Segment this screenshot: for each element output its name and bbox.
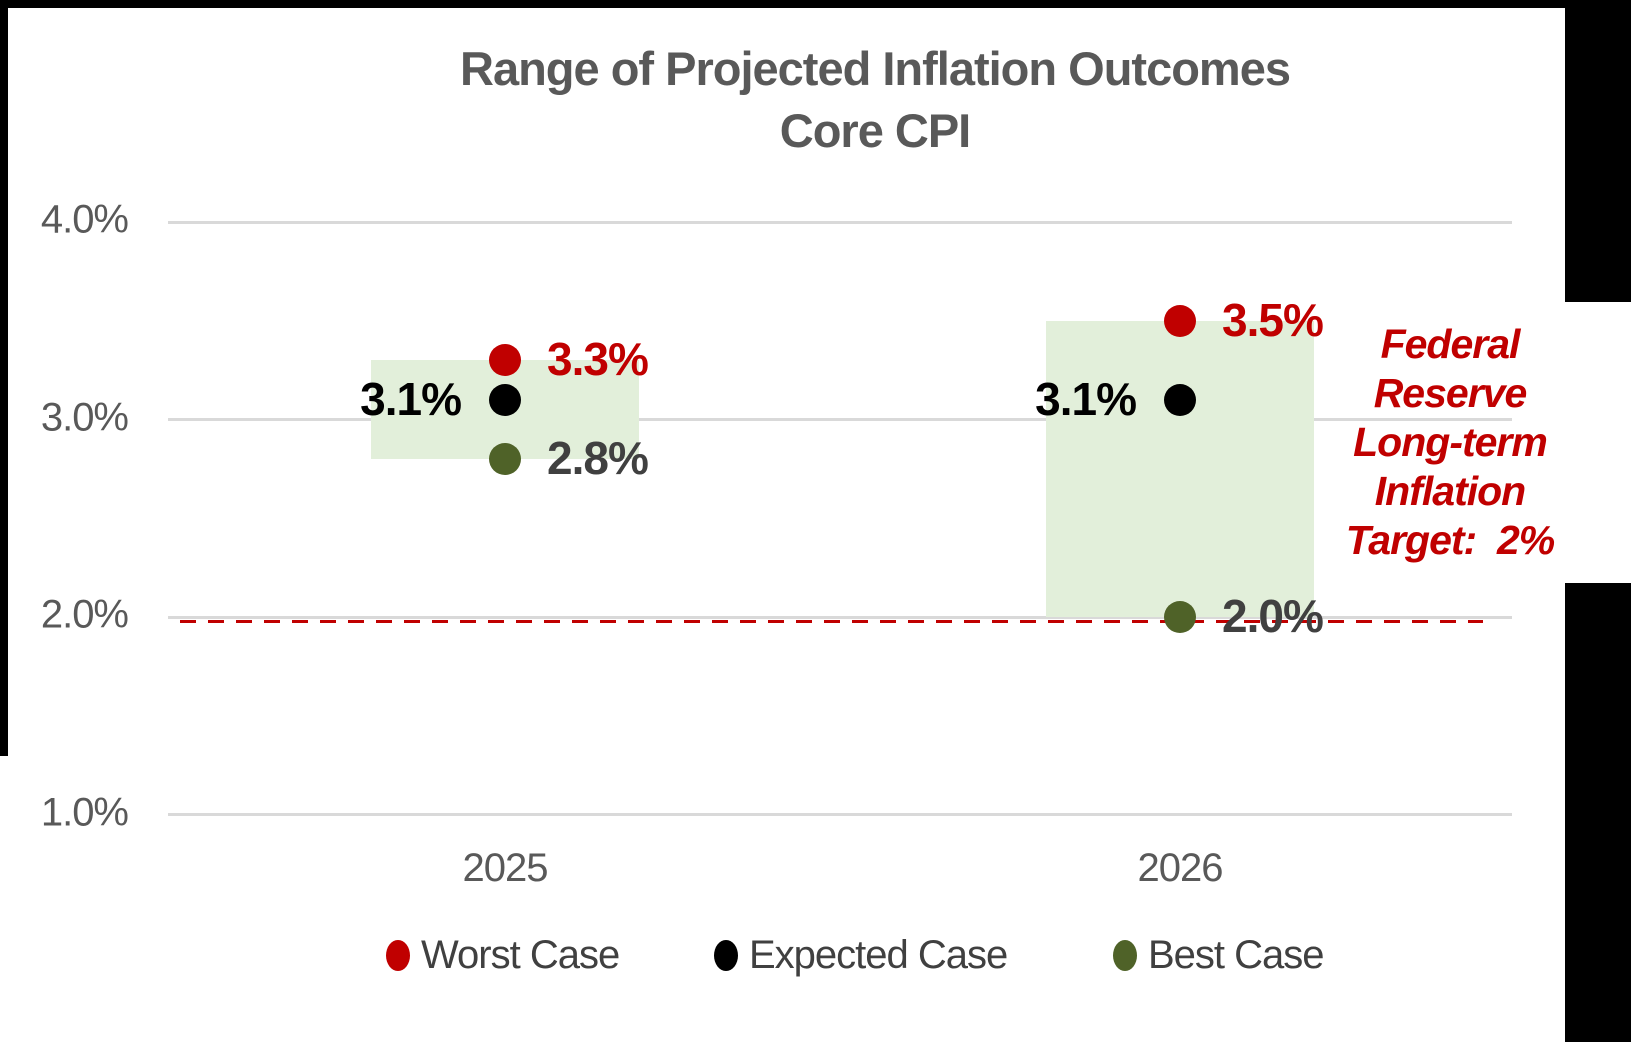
x-axis-label-2026: 2026 <box>1137 846 1224 890</box>
annotation-line: Reserve <box>1373 370 1528 416</box>
chart-subtitle: Core CPI <box>779 104 972 157</box>
legend-label: Best Case <box>1148 933 1325 977</box>
legend-marker-icon <box>714 940 738 971</box>
y-axis-tick-label: 2.0% <box>40 592 129 637</box>
marker-worst-case-2025 <box>489 344 521 377</box>
data-label: 3.1% <box>360 372 462 425</box>
x-axis-label-2025: 2025 <box>462 846 549 890</box>
marker-best-case-2025 <box>489 443 521 475</box>
y-axis-tick-label: 1.0% <box>40 790 129 835</box>
annotation-line: Target: 2% <box>1345 517 1555 563</box>
marker-best-case-2026 <box>1164 601 1196 633</box>
data-label: 2.8% <box>547 431 649 484</box>
legend-item-expected-case: Expected Case <box>714 933 1008 978</box>
data-label: 3.1% <box>1035 372 1137 425</box>
decor-block-bottom-right <box>1565 583 1631 1042</box>
legend-item-best-case: Best Case <box>1113 933 1325 978</box>
marker-expected-case-2025 <box>489 383 521 416</box>
legend-label: Worst Case <box>421 933 620 977</box>
marker-worst-case-2026 <box>1164 304 1196 337</box>
data-label: 3.3% <box>547 333 649 386</box>
reference-line-2-percent <box>180 620 1483 623</box>
decor-block-top-right <box>1565 0 1631 302</box>
range-box-2026 <box>1046 320 1314 617</box>
annotation-line: Long-term <box>1353 419 1548 465</box>
gridline-1.0% <box>168 813 1512 816</box>
legend-marker-icon <box>386 940 410 971</box>
data-label: 2.0% <box>1222 589 1324 642</box>
annotation-federal-reserve-target: Federal Reserve Long-term Inflation Target: … <box>1314 320 1586 565</box>
y-axis-tick-label: 3.0% <box>40 395 129 440</box>
decor-bar-left <box>0 0 8 756</box>
annotation-line: Federal <box>1380 321 1521 367</box>
annotation-line: Inflation <box>1374 468 1526 514</box>
data-label: 3.5% <box>1222 293 1324 346</box>
chart-title: Range of Projected Inflation Outcomes <box>460 42 1291 95</box>
gridline-2.0% <box>168 615 1512 619</box>
legend-marker-icon <box>1113 940 1137 971</box>
y-axis-tick-label: 4.0% <box>40 197 129 242</box>
gridline-4.0% <box>168 220 1512 224</box>
decor-bar-top <box>0 0 1631 8</box>
chart-title-block: Range of Projected Inflation Outcomes Co… <box>180 38 1570 162</box>
legend-item-worst-case: Worst Case <box>386 933 620 978</box>
marker-expected-case-2026 <box>1164 383 1196 416</box>
gridline-3.0% <box>168 418 1512 421</box>
legend-label: Expected Case <box>749 933 1008 977</box>
